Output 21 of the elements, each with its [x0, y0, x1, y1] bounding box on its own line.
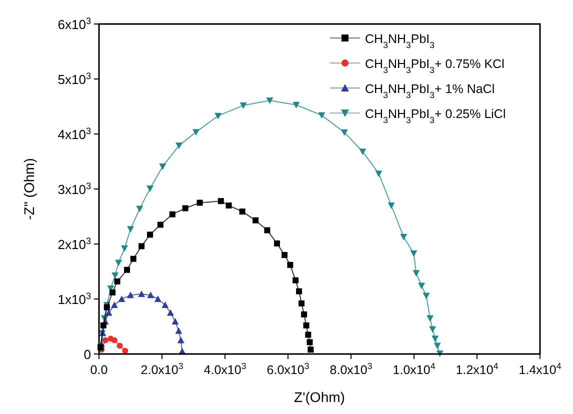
x-tick-label: 1.4x10$^{4}$: [518, 361, 562, 377]
y-tick-label: 6x10$^{3}$: [58, 16, 91, 32]
y-tick-label: 1x10$^{3}$: [58, 291, 91, 307]
y-tick-label: 4x10$^{3}$: [58, 126, 91, 142]
x-tick-label: 1.0x10$^{4}$: [392, 361, 436, 377]
x-tick-label: 0.0: [90, 363, 108, 377]
x-tick-label: 1.2x10$^{4}$: [456, 361, 498, 377]
legend-label: CH$_{3}$NH$_{3}$PbI$_{3}$: [365, 32, 435, 50]
x-tick-label: 8.0x10$^{3}$: [330, 361, 372, 377]
x-tick-label: 6.0x10$^{3}$: [266, 361, 310, 377]
y-tick-label: 2x10$^{3}$: [58, 236, 91, 252]
y-axis-title: -Z" (Ohm): [21, 158, 37, 220]
x-tick-label: 2.0x10$^{3}$: [140, 361, 184, 377]
legend-label: CH$_{3}$NH$_{3}$PbI$_{3}$+ 0.25% LiCl: [365, 107, 506, 125]
legend-label: CH$_{3}$NH$_{3}$PbI$_{3}$+ 1% NaCl: [365, 82, 495, 100]
y-tick-label: 5x10$^{3}$: [58, 71, 91, 87]
y-tick-label: 0: [84, 347, 91, 362]
y-tick-label: 3x10$^{3}$: [58, 181, 91, 197]
legend-label: CH$_{3}$NH$_{3}$PbI$_{3}$+ 0.75% KCl: [365, 57, 504, 75]
x-tick-label: 4.0x10$^{3}$: [204, 361, 246, 377]
x-axis-title: Z'(Ohm): [294, 389, 345, 405]
